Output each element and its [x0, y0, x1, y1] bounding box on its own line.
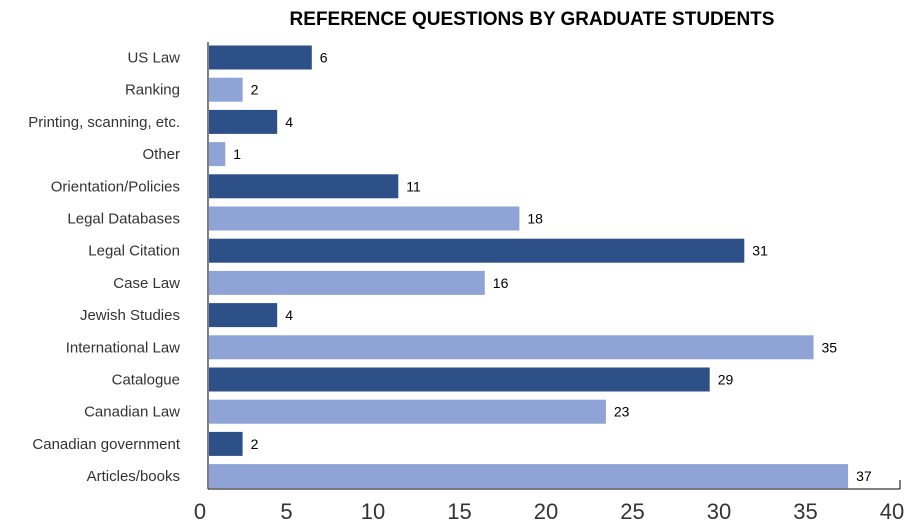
category-label-articles-books: Articles/books [87, 468, 180, 485]
bar-international-law [209, 335, 814, 360]
category-label-case-law: Case Law [113, 275, 180, 292]
bar-jewish-studies [209, 303, 278, 328]
bar-other [209, 142, 226, 167]
x-tick-label-10: 10 [361, 499, 385, 524]
chart-title: REFERENCE QUESTIONS BY GRADUATE STUDENTS [290, 9, 775, 30]
x-tick-label-30: 30 [707, 499, 731, 524]
category-label-ranking: Ranking [125, 82, 180, 99]
value-label-ranking: 2 [251, 82, 259, 98]
value-label-international-law: 35 [822, 339, 838, 355]
category-label-international-law: International Law [66, 339, 180, 356]
value-label-canadian-law: 23 [614, 404, 630, 420]
bar-orientation-policies [209, 174, 399, 199]
bar-ranking [209, 77, 243, 102]
category-labels: US Law Ranking Printing, scanning, etc. Oth… [28, 50, 181, 486]
bar-legal-citation [209, 238, 745, 263]
bar-catalogue [209, 367, 710, 392]
x-tick-label-25: 25 [620, 499, 644, 524]
bar-us-law [209, 45, 312, 70]
x-tick-label-35: 35 [793, 499, 817, 524]
bar-articles-books [209, 464, 849, 489]
x-tick-label-0: 0 [194, 499, 206, 524]
value-label-canadian-government: 2 [251, 436, 259, 452]
value-label-legal-citation: 31 [752, 243, 768, 259]
value-label-case-law: 16 [493, 275, 509, 291]
bar-case-law [209, 270, 485, 295]
category-label-legal-citation: Legal Citation [88, 243, 180, 260]
bar-canadian-government [209, 431, 243, 456]
value-label-jewish-studies: 4 [285, 307, 293, 323]
category-label-us-law: US Law [127, 50, 180, 67]
axes: 0 5 10 15 20 25 30 35 40 [194, 42, 904, 524]
category-label-canadian-government: Canadian government [32, 436, 180, 453]
value-label-articles-books: 37 [856, 468, 872, 484]
value-label-catalogue: 29 [718, 372, 734, 388]
bar-printing-scanning-etc [209, 109, 278, 134]
x-tick-label-20: 20 [534, 499, 558, 524]
value-label-orientation-policies: 11 [406, 178, 421, 194]
value-label-printing-scanning-etc: 4 [285, 114, 293, 130]
x-tick-label-5: 5 [280, 499, 292, 524]
category-label-canadian-law: Canadian Law [84, 404, 180, 421]
x-tick-label-40: 40 [880, 499, 904, 524]
value-label-other: 1 [233, 146, 241, 162]
category-label-jewish-studies: Jewish Studies [80, 307, 180, 324]
category-label-legal-databases: Legal Databases [67, 211, 180, 228]
category-label-other: Other [142, 146, 180, 163]
bars-layer [209, 45, 849, 489]
x-tick-label-15: 15 [447, 499, 471, 524]
category-label-catalogue: Catalogue [112, 372, 180, 389]
bar-legal-databases [209, 206, 520, 231]
category-label-printing-scanning-etc: Printing, scanning, etc. [28, 114, 180, 131]
bar-canadian-law [209, 399, 606, 424]
value-label-us-law: 6 [320, 50, 328, 66]
category-label-orientation-policies: Orientation/Policies [51, 178, 180, 195]
value-label-legal-databases: 18 [527, 211, 543, 227]
